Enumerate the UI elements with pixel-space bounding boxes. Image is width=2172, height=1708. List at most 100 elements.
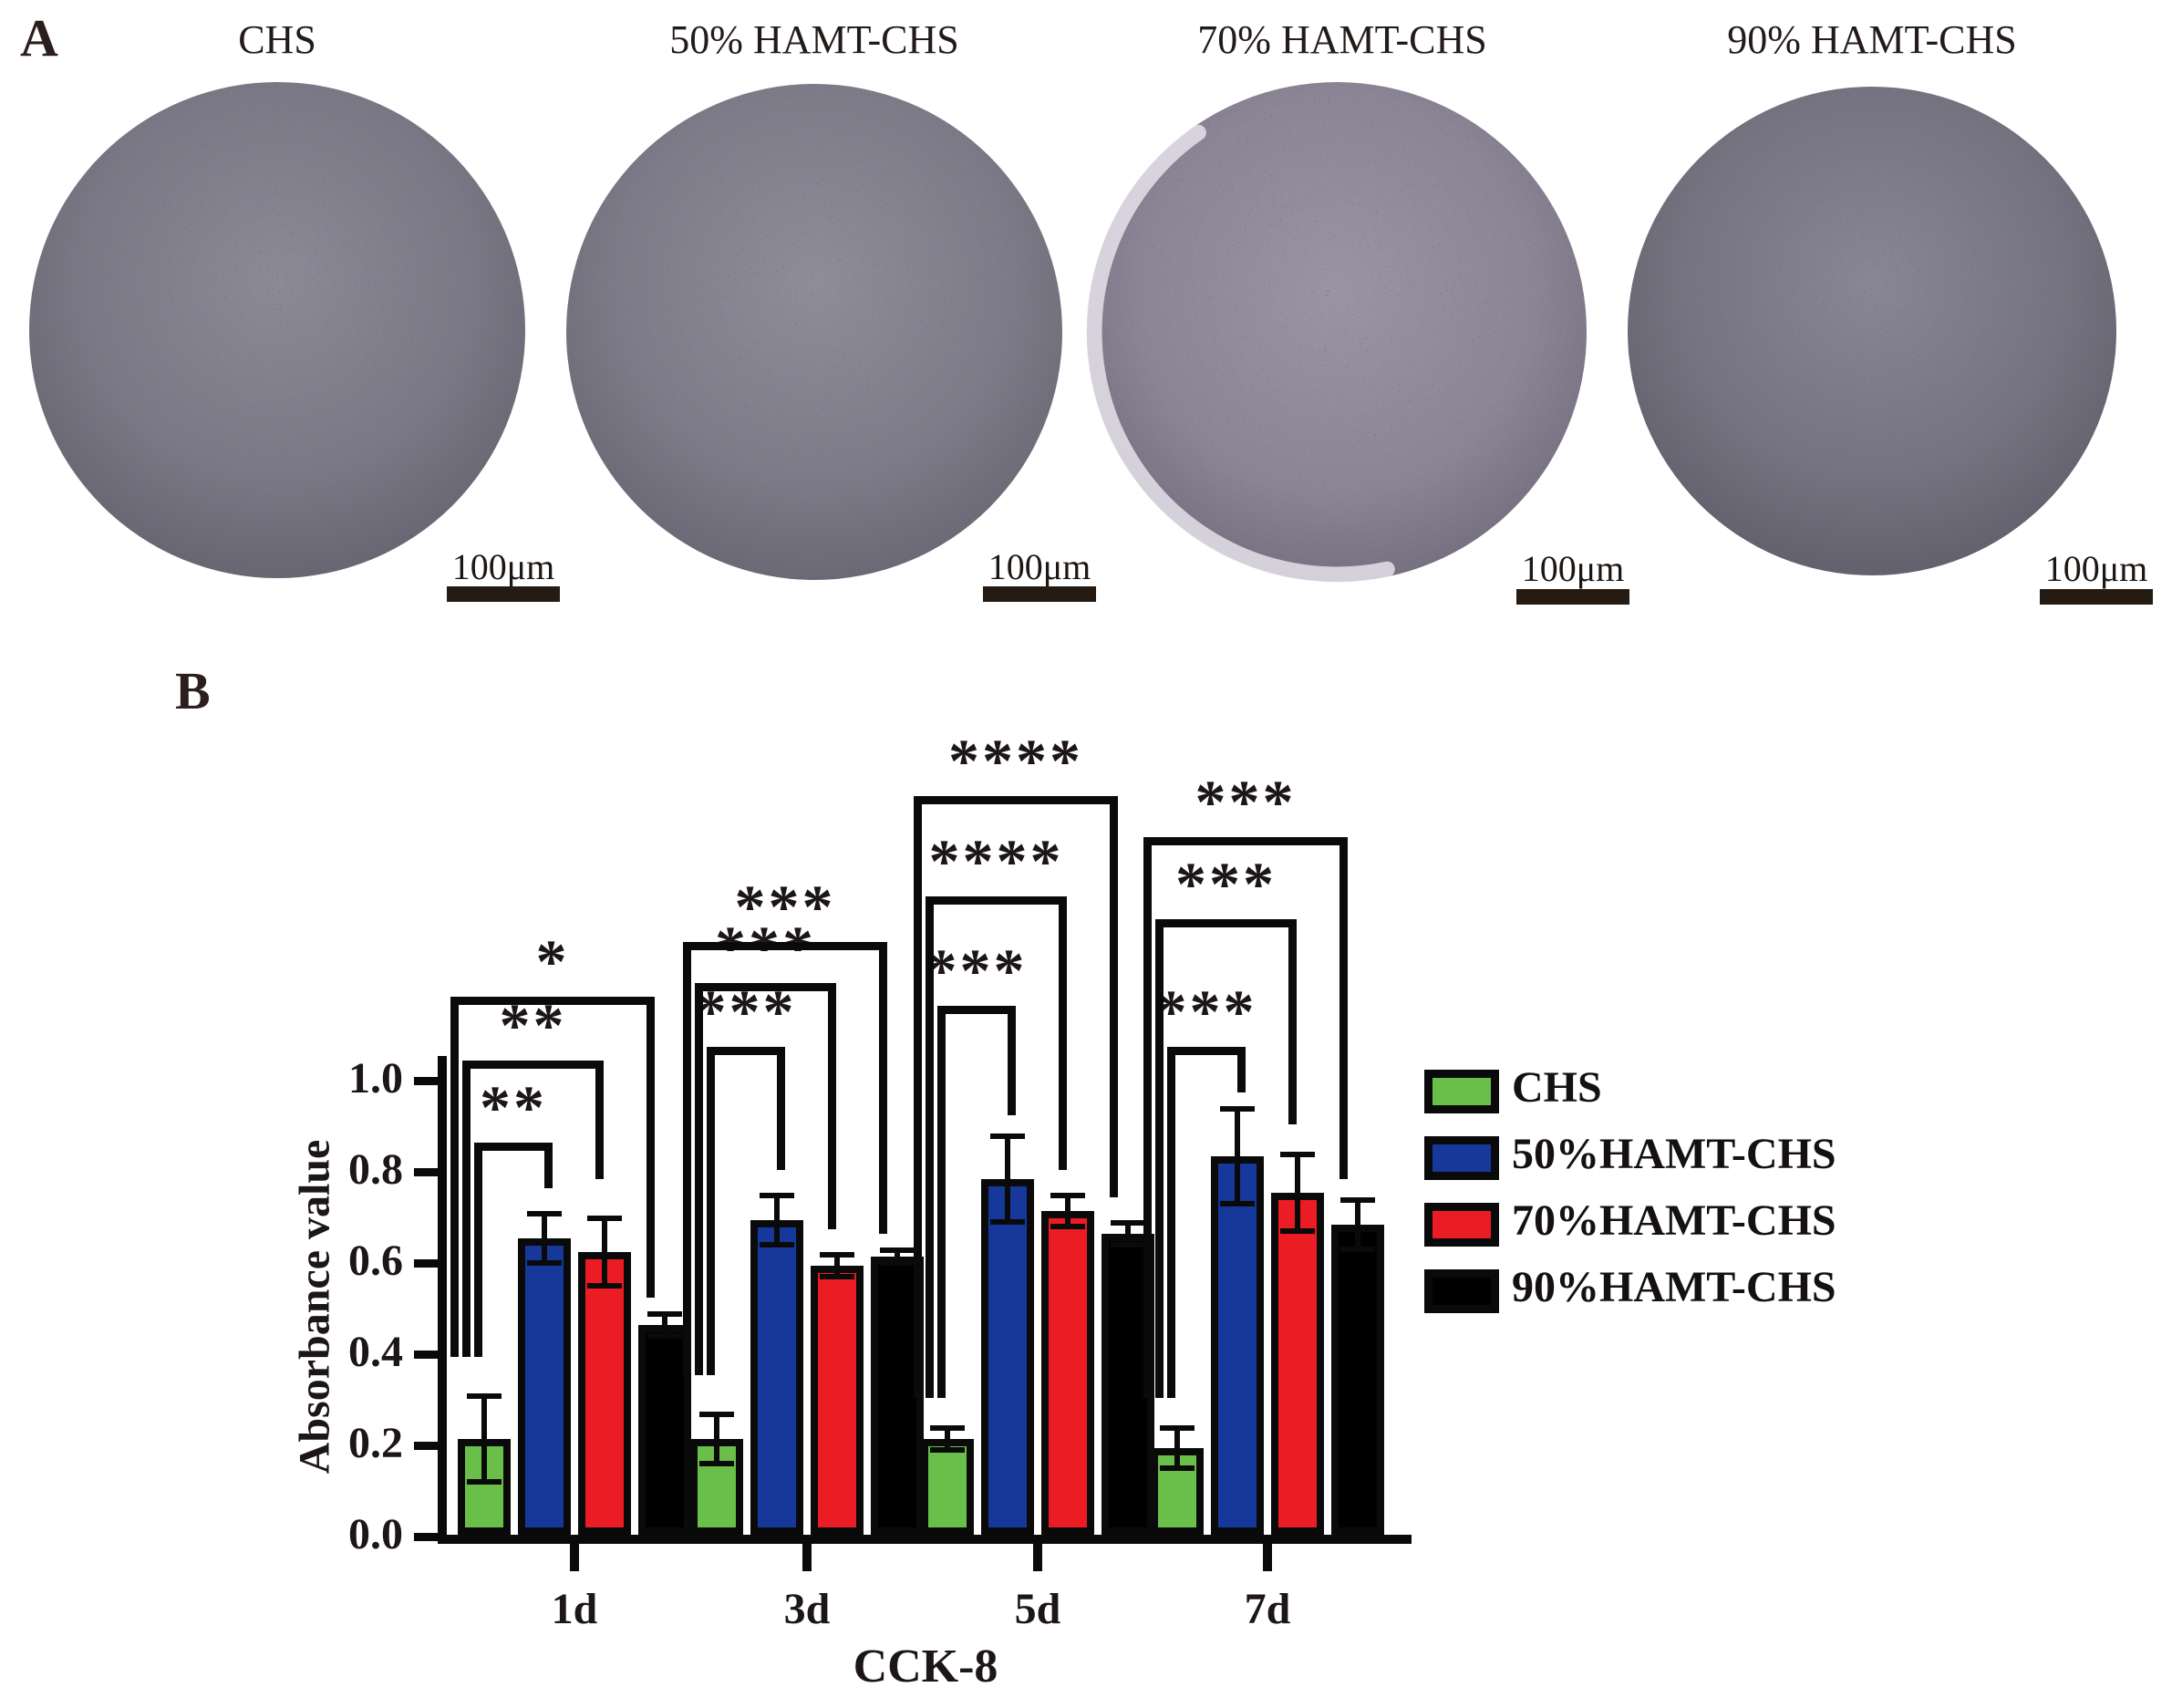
sig-bracket-left: [1155, 919, 1164, 1398]
y-tick: [414, 1077, 438, 1085]
error-cap: [1111, 1242, 1145, 1247]
x-tick-label: 1d: [551, 1585, 598, 1633]
legend-label: 50%HAMT-CHS: [1512, 1130, 1836, 1178]
sig-bracket-left: [1167, 1047, 1175, 1398]
sig-bracket-right: [544, 1143, 553, 1188]
error-cap: [1160, 1425, 1195, 1431]
well-title-chs: CHS: [238, 17, 316, 62]
error-cap: [587, 1216, 622, 1221]
sig-label: ***: [1155, 977, 1257, 1046]
sig-bracket-left: [450, 997, 459, 1357]
sig-bracket-left: [707, 1047, 715, 1375]
error-cap: [820, 1274, 854, 1279]
y-tick-label: 0.0: [348, 1510, 403, 1558]
legend-swatch-90: [1424, 1269, 1499, 1313]
sig-bracket-top: [914, 796, 1118, 804]
sig-label: ****: [948, 726, 1083, 795]
bar-CHS: [921, 1439, 974, 1535]
bar-50%HAMT-CHS: [750, 1220, 803, 1535]
bar-70%HAMT-CHS: [1271, 1193, 1324, 1535]
error-cap: [1340, 1247, 1375, 1252]
sig-bracket-right: [777, 1047, 785, 1170]
bar-70%HAMT-CHS: [1041, 1211, 1094, 1535]
error-bar: [714, 1412, 719, 1466]
sig-bracket-left: [695, 983, 703, 1375]
sig-bracket-right: [1339, 837, 1348, 1179]
scalebar: [2040, 589, 2153, 605]
legend-label: CHS: [1512, 1063, 1602, 1112]
sig-label: ***: [1175, 849, 1277, 918]
sig-bracket-top: [1143, 837, 1348, 845]
y-tick-label: 1.0: [348, 1054, 403, 1102]
well-title-90: 90% HAMT-CHS: [1727, 17, 2017, 62]
x-axis-title: CCK-8: [853, 1641, 998, 1692]
x-axis-line: [438, 1535, 1412, 1544]
sig-label: **: [480, 1072, 547, 1142]
sig-bracket-right: [1008, 1006, 1016, 1115]
error-cap: [587, 1283, 622, 1289]
x-tick-label: 5d: [1014, 1585, 1061, 1633]
legend-swatch-70: [1424, 1203, 1499, 1247]
sig-bracket-top: [450, 997, 655, 1005]
error-cap: [1280, 1228, 1315, 1234]
sig-label: ***: [1195, 767, 1297, 836]
error-cap: [1111, 1220, 1145, 1226]
culture-well-image-chs: [29, 82, 525, 578]
x-tick-label: 3d: [783, 1585, 831, 1633]
bar-50%HAMT-CHS: [518, 1238, 571, 1535]
sig-bracket-right: [1288, 919, 1297, 1124]
x-tick-label: 7d: [1244, 1585, 1291, 1633]
sig-bracket-top: [683, 942, 887, 950]
y-tick: [414, 1259, 438, 1268]
sig-bracket-right: [1110, 796, 1118, 1197]
error-bar: [774, 1193, 780, 1247]
scalebar-label: 100μm: [988, 546, 1091, 587]
error-cap: [1220, 1106, 1255, 1112]
sig-bracket-right: [879, 942, 887, 1234]
x-tick: [802, 1544, 812, 1571]
scalebar-label: 100μm: [1521, 548, 1625, 589]
sig-bracket-left: [937, 1006, 946, 1398]
y-tick-label: 0.8: [348, 1145, 403, 1194]
x-tick: [570, 1544, 579, 1571]
y-tick-label: 0.2: [348, 1419, 403, 1467]
sig-label: *: [535, 926, 570, 996]
y-tick-label: 0.4: [348, 1328, 403, 1376]
error-cap: [1220, 1201, 1255, 1206]
culture-well-image-50: [566, 84, 1062, 580]
error-cap: [1050, 1193, 1085, 1198]
error-cap: [930, 1425, 965, 1431]
error-bar: [834, 1252, 840, 1279]
bar-50%HAMT-CHS: [981, 1179, 1034, 1535]
error-bar: [481, 1393, 487, 1485]
legend-label: 90%HAMT-CHS: [1512, 1263, 1836, 1311]
sig-bracket-right: [1059, 896, 1067, 1170]
error-cap: [760, 1193, 794, 1198]
error-cap: [699, 1461, 734, 1466]
sig-bracket-right: [828, 983, 836, 1229]
error-cap: [647, 1311, 682, 1317]
scalebar-label: 100μm: [2044, 548, 2148, 589]
error-bar: [1174, 1425, 1180, 1471]
error-bar: [1005, 1133, 1010, 1225]
legend-swatch-50: [1424, 1136, 1499, 1180]
error-cap: [467, 1479, 502, 1485]
sig-label: ****: [928, 826, 1064, 895]
sig-label: ***: [926, 936, 1028, 1005]
error-cap: [930, 1447, 965, 1453]
y-tick: [414, 1442, 438, 1450]
scalebar: [1516, 589, 1629, 605]
panel-b-label: B: [175, 661, 211, 720]
error-cap: [699, 1412, 734, 1417]
sig-bracket-left: [683, 942, 691, 1375]
sig-bracket-top: [695, 983, 836, 991]
error-bar: [602, 1216, 607, 1289]
y-axis-line: [438, 1056, 447, 1544]
sig-bracket-left: [462, 1061, 471, 1357]
error-cap: [820, 1252, 854, 1258]
sig-bracket-right: [595, 1061, 604, 1179]
sig-bracket-right: [646, 997, 655, 1298]
error-bar: [1065, 1193, 1070, 1229]
bar-90%HAMT-CHS: [1331, 1225, 1384, 1535]
